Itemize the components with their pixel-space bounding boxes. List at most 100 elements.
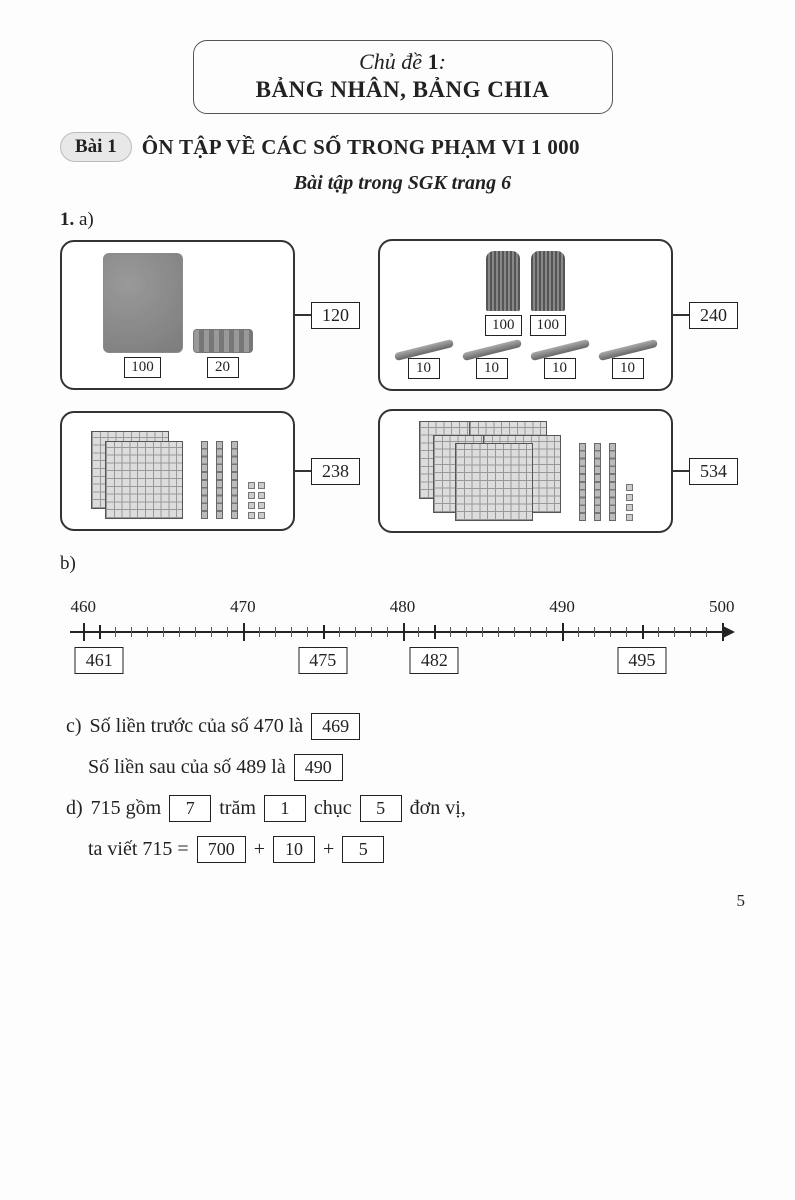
minor-tick <box>610 627 611 637</box>
panel-3-answer: 238 <box>311 458 360 485</box>
c-answer-2: 490 <box>294 754 343 781</box>
minor-tick <box>387 627 388 637</box>
answer-tick <box>434 625 436 639</box>
ten-bar-icon <box>594 443 601 521</box>
minor-tick <box>211 627 212 637</box>
major-tick <box>243 623 245 641</box>
major-tick <box>83 623 85 641</box>
label-10: 10 <box>408 358 440 379</box>
d-sum-c: 5 <box>342 836 384 863</box>
panel-2-wrap: 100 100 10 10 10 10 240 <box>378 239 738 391</box>
minor-tick <box>418 627 419 637</box>
c-text1: Số liền trước của số 470 là <box>90 715 304 738</box>
d-chuc: chục <box>314 797 352 820</box>
tens-group <box>579 443 616 521</box>
answer-tick <box>99 625 101 639</box>
label-100: 100 <box>485 315 522 336</box>
marble-tray-icon <box>193 329 253 353</box>
label-10: 10 <box>476 358 508 379</box>
question-1-label: 1. a) <box>60 209 745 231</box>
hundreds-group <box>91 431 191 519</box>
lesson-row: Bài 1 ÔN TẬP VỀ CÁC SỐ TRONG PHẠM VI 1 0… <box>60 132 745 162</box>
ones-group <box>248 482 265 519</box>
part-c-line1: c) Số liền trước của số 470 là 469 <box>66 713 745 740</box>
ten-bar-icon <box>216 441 223 519</box>
number-line: 460470480490500461475482495 <box>70 593 735 663</box>
panel-4-wrap: 534 <box>378 409 738 533</box>
minor-tick <box>466 627 467 637</box>
part-d-line1: d) 715 gồm 7 trăm 1 chục 5 đơn vị, <box>66 795 745 822</box>
topic-prefix: Chủ đề <box>359 49 422 74</box>
ten-bar-icon <box>609 443 616 521</box>
minor-tick <box>706 627 707 637</box>
numline-answer: 495 <box>617 647 666 674</box>
minor-tick <box>131 627 132 637</box>
minor-tick <box>195 627 196 637</box>
c-label: c) <box>66 715 82 738</box>
panel-3-wrap: 238 <box>60 409 360 533</box>
minor-tick <box>227 627 228 637</box>
numline-answer: 461 <box>75 647 124 674</box>
panel-1-answer: 120 <box>311 302 360 329</box>
panel-2: 100 100 10 10 10 10 <box>378 239 673 391</box>
minor-tick <box>594 627 595 637</box>
label-10: 10 <box>544 358 576 379</box>
topic-box: Chủ đề 1: BẢNG NHÂN, BẢNG CHIA <box>193 40 613 114</box>
minor-tick <box>546 627 547 637</box>
part-b-label: b) <box>60 553 745 575</box>
label-100: 100 <box>124 357 161 378</box>
topic-title: BẢNG NHÂN, BẢNG CHIA <box>224 77 582 103</box>
minor-tick <box>674 627 675 637</box>
minor-tick <box>275 627 276 637</box>
stick-bundle-icon <box>531 251 565 311</box>
minor-tick <box>115 627 116 637</box>
minor-tick <box>578 627 579 637</box>
label-100: 100 <box>530 315 567 336</box>
major-label: 500 <box>709 597 735 617</box>
hundreds-group <box>419 421 569 521</box>
plus-1: + <box>254 838 265 861</box>
minor-tick <box>179 627 180 637</box>
lesson-pill: Bài 1 <box>60 132 132 162</box>
major-tick <box>562 623 564 641</box>
minor-tick <box>163 627 164 637</box>
jar-group: 100 <box>103 253 183 378</box>
minor-tick <box>626 627 627 637</box>
minor-tick <box>147 627 148 637</box>
q1-num: 1. <box>60 209 74 230</box>
minor-tick <box>482 627 483 637</box>
c-answer-1: 469 <box>311 713 360 740</box>
sticks-row: 10 10 10 10 <box>394 346 658 379</box>
minor-tick <box>355 627 356 637</box>
minor-tick <box>690 627 691 637</box>
label-20: 20 <box>207 357 239 378</box>
major-label: 490 <box>549 597 575 617</box>
minor-tick <box>371 627 372 637</box>
numline-answer: 475 <box>298 647 347 674</box>
topic-num: 1 <box>428 49 439 74</box>
major-tick <box>403 623 405 641</box>
major-label: 480 <box>390 597 416 617</box>
minor-tick <box>450 627 451 637</box>
part-d-line2: ta viết 715 = 700 + 10 + 5 <box>66 836 745 863</box>
d-text2: ta viết 715 = <box>88 838 189 861</box>
label-10: 10 <box>612 358 644 379</box>
answer-tick <box>323 625 325 639</box>
c-text2: Số liền sau của số 489 là <box>88 756 286 779</box>
answer-tick <box>642 625 644 639</box>
d-ones: 5 <box>360 795 402 822</box>
minor-tick <box>307 627 308 637</box>
panel-2-answer: 240 <box>689 302 738 329</box>
d-tens: 1 <box>264 795 306 822</box>
hundred-grid-icon <box>455 443 533 521</box>
ones-group <box>626 484 633 521</box>
panels-grid: 100 20 120 100 100 10 10 <box>60 239 745 533</box>
lesson-title: ÔN TẬP VỀ CÁC SỐ TRONG PHẠM VI 1 000 <box>142 135 580 160</box>
d-label: d) <box>66 797 83 820</box>
ten-bar-icon <box>231 441 238 519</box>
numline-answer: 482 <box>410 647 459 674</box>
ten-bar-icon <box>201 441 208 519</box>
marble-jar-icon <box>103 253 183 353</box>
page-number: 5 <box>60 891 745 911</box>
topic-prefix-line: Chủ đề 1: <box>224 49 582 75</box>
